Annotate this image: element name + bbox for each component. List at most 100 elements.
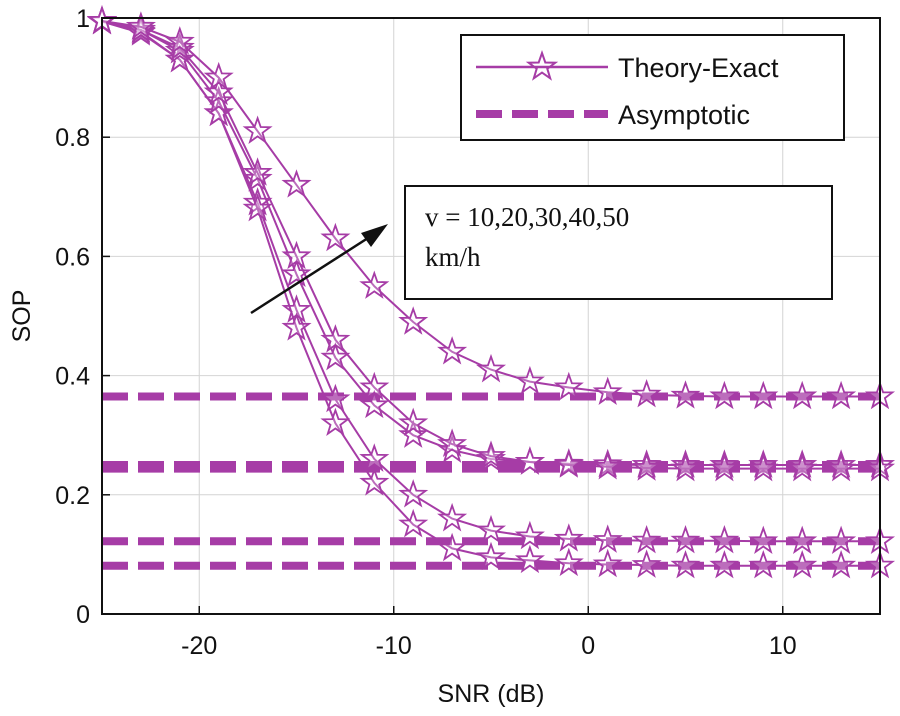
- star-marker: [281, 240, 312, 270]
- star-marker: [514, 544, 545, 574]
- star-marker: [164, 26, 195, 55]
- star-marker: [320, 407, 351, 437]
- star-marker: [592, 448, 623, 478]
- star-marker: [670, 452, 701, 482]
- star-marker: [475, 353, 507, 383]
- x-tick-label: -20: [181, 632, 217, 660]
- star-marker: [437, 428, 468, 457]
- star-marker: [670, 380, 701, 409]
- star-marker: [320, 341, 351, 371]
- exact-curves: [86, 5, 896, 579]
- y-tick-label: 0.6: [55, 243, 90, 271]
- star-marker: [592, 376, 623, 406]
- star-marker: [748, 549, 779, 579]
- star-marker: [281, 169, 312, 198]
- legend-star-marker: [525, 49, 559, 81]
- star-marker: [709, 452, 740, 482]
- star-marker: [242, 115, 273, 145]
- star-marker: [826, 452, 857, 482]
- star-marker: [203, 85, 234, 115]
- legend-asymptotic-label: Asymptotic: [618, 100, 750, 130]
- y-tick-label: 0.4: [55, 363, 90, 391]
- star-marker: [514, 446, 545, 475]
- star-marker: [787, 549, 818, 579]
- star-marker: [398, 306, 429, 335]
- star-marker: [437, 502, 468, 532]
- legend: Theory-Exact Asymptotic: [460, 34, 845, 141]
- star-marker: [592, 548, 623, 578]
- star-marker: [398, 407, 429, 437]
- annotation-arrow-head: [361, 224, 388, 247]
- star-marker: [709, 449, 740, 478]
- star-marker: [592, 451, 623, 480]
- star-marker: [787, 525, 818, 555]
- y-tick-label: 1: [76, 5, 90, 33]
- star-marker: [320, 324, 351, 353]
- star-marker: [748, 525, 779, 555]
- star-marker: [359, 270, 390, 299]
- star-marker: [203, 97, 234, 127]
- star-marker: [592, 524, 623, 553]
- star-marker: [670, 549, 701, 579]
- x-tick-label: -10: [376, 632, 412, 660]
- star-marker: [359, 389, 390, 419]
- exact-series: [86, 5, 896, 410]
- star-marker: [826, 449, 857, 478]
- star-marker: [242, 192, 273, 222]
- star-marker: [826, 525, 857, 555]
- star-marker: [437, 336, 468, 365]
- star-marker: [320, 222, 351, 252]
- star-marker: [631, 549, 662, 578]
- x-tick-label: 0: [581, 632, 595, 660]
- star-marker: [631, 378, 662, 408]
- star-marker: [748, 449, 779, 478]
- star-marker: [359, 467, 390, 496]
- star-marker: [748, 380, 779, 410]
- star-marker: [553, 371, 584, 401]
- star-marker: [514, 520, 545, 550]
- star-marker: [631, 449, 662, 478]
- star-marker: [320, 383, 351, 413]
- y-tick-label: 0.8: [55, 124, 90, 152]
- star-marker: [514, 365, 545, 395]
- star-marker: [398, 479, 429, 508]
- star-marker: [281, 312, 312, 341]
- star-marker: [475, 541, 507, 571]
- star-marker: [553, 523, 584, 552]
- annotation-line-2: km/h: [425, 242, 481, 272]
- star-marker: [242, 157, 273, 186]
- annotation-line-1: v = 10,20,30,40,50: [425, 202, 629, 232]
- star-marker: [125, 11, 156, 40]
- x-axis-title: SNR (dB): [438, 680, 545, 708]
- y-axis-title: SOP: [8, 290, 36, 343]
- star-marker: [203, 76, 234, 106]
- star-marker: [553, 449, 584, 478]
- star-marker: [709, 380, 740, 410]
- star-marker: [359, 443, 390, 472]
- star-marker: [437, 532, 468, 562]
- star-marker: [553, 448, 584, 477]
- star-marker: [203, 61, 234, 91]
- star-marker: [670, 524, 701, 554]
- legend-exact-label: Theory-Exact: [618, 53, 779, 83]
- star-marker: [553, 547, 584, 577]
- star-marker: [787, 380, 818, 410]
- exact-curve-line: [101, 20, 880, 470]
- y-tick-label: 0: [76, 601, 90, 629]
- star-marker: [631, 524, 662, 554]
- plot-frame: [101, 17, 881, 615]
- annotation-box: [404, 185, 833, 300]
- y-tick-label: 0.2: [55, 482, 90, 510]
- star-marker: [709, 549, 740, 579]
- star-marker: [631, 452, 662, 481]
- exact-curve-line: [101, 20, 880, 398]
- star-marker: [281, 258, 312, 288]
- x-tick-label: 10: [769, 632, 797, 660]
- star-marker: [475, 440, 507, 469]
- star-marker: [826, 380, 857, 410]
- star-marker: [359, 371, 390, 401]
- legend-box: [460, 34, 845, 141]
- star-marker: [670, 449, 701, 478]
- star-marker: [748, 452, 779, 482]
